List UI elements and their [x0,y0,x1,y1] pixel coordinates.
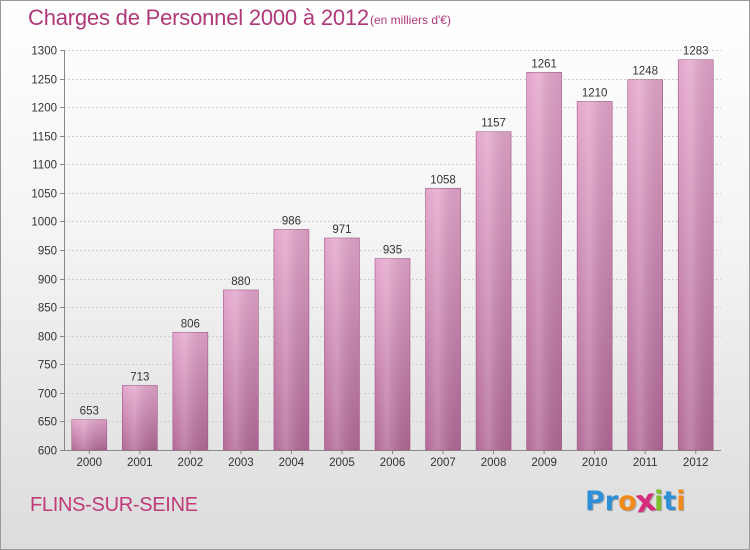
logo-letter: r [604,486,619,517]
y-tick-label: 850 [38,303,57,315]
logo-letter: t [663,486,677,517]
x-tick-label: 2003 [228,457,254,469]
chart-unit-note: (en milliers d'€) [370,13,451,27]
value-label: 880 [231,276,250,288]
y-tick-label: 950 [38,246,57,258]
bar-shine [627,79,663,450]
bar-shine [577,101,613,450]
x-tick-label: 2005 [329,457,355,469]
x-tick-label: 2011 [633,457,658,469]
value-label: 971 [332,224,351,236]
value-label: 1261 [531,58,557,70]
value-label: 713 [130,371,149,383]
x-tick-label: 2008 [481,457,507,469]
y-tick-label: 1000 [31,217,57,229]
x-tick-label: 2006 [380,457,406,469]
bar-shine [172,332,208,450]
y-tick-label: 650 [38,417,57,429]
logo-letter: o [618,486,637,517]
y-tick-label: 700 [38,389,57,401]
x-tick-label: 2009 [531,457,557,469]
bar-shine [678,59,714,450]
axes [60,50,721,454]
value-label: 1210 [582,87,608,99]
value-label: 1157 [481,118,506,130]
bar-shine [526,72,562,451]
logo-letter: x [632,482,658,521]
value-label: 1283 [683,46,709,58]
y-tick-label: 1250 [31,75,57,87]
y-tick-label: 1100 [32,160,57,172]
y-tick-label: 1200 [31,103,57,115]
bar-shine [375,258,410,450]
value-label: 1248 [632,66,658,78]
y-tick-label: 600 [38,446,57,458]
x-tick-labels: 2000 2001 2002 2003 2004 2005 2006 2007 2008 2009… [76,457,708,469]
y-tick-label: 900 [38,275,57,287]
value-label: 806 [181,318,200,330]
logo-letter: i [676,486,686,517]
proxiti-logo[interactable]: Proxiti [585,482,686,520]
value-label: 653 [80,406,99,418]
x-tick-label: 2010 [582,457,608,469]
bar-shine [273,229,309,450]
x-tick-label: 2000 [76,457,102,469]
x-tick-label: 2007 [430,457,456,469]
commune-name: FLINS-SUR-SEINE [30,494,198,516]
bar-shine [425,188,461,451]
bar-shine [122,385,158,450]
bar-shine [223,290,259,450]
x-tick-label: 2002 [178,457,204,469]
x-tick-label: 2004 [279,457,305,469]
value-label: 986 [282,215,301,227]
y-tick-label: 1150 [32,132,57,144]
bar-shine [476,131,512,450]
x-tick-label: 2001 [127,457,153,469]
logo-letter: i [654,486,664,517]
x-tick-label: 2012 [683,457,709,469]
value-label: 1058 [430,174,456,186]
y-tick-labels: 600 650 700 750 800 850 900 950 1000 1050 1100 1150… [31,46,57,458]
y-tick-label: 800 [38,332,57,344]
value-labels: 653 713 806 880 986 971 935 1058 1157 1261 1210 124… [80,46,709,418]
value-label: 935 [383,245,402,257]
y-tick-label: 1300 [31,46,57,58]
bar-shine [324,238,360,450]
y-tick-label: 1050 [31,189,57,201]
chart-title: Charges de Personnel 2000 à 2012 [28,5,369,30]
bar-shine [71,419,107,450]
logo-letter: P [585,486,605,517]
bars [71,59,714,451]
y-tick-label: 750 [38,360,57,372]
